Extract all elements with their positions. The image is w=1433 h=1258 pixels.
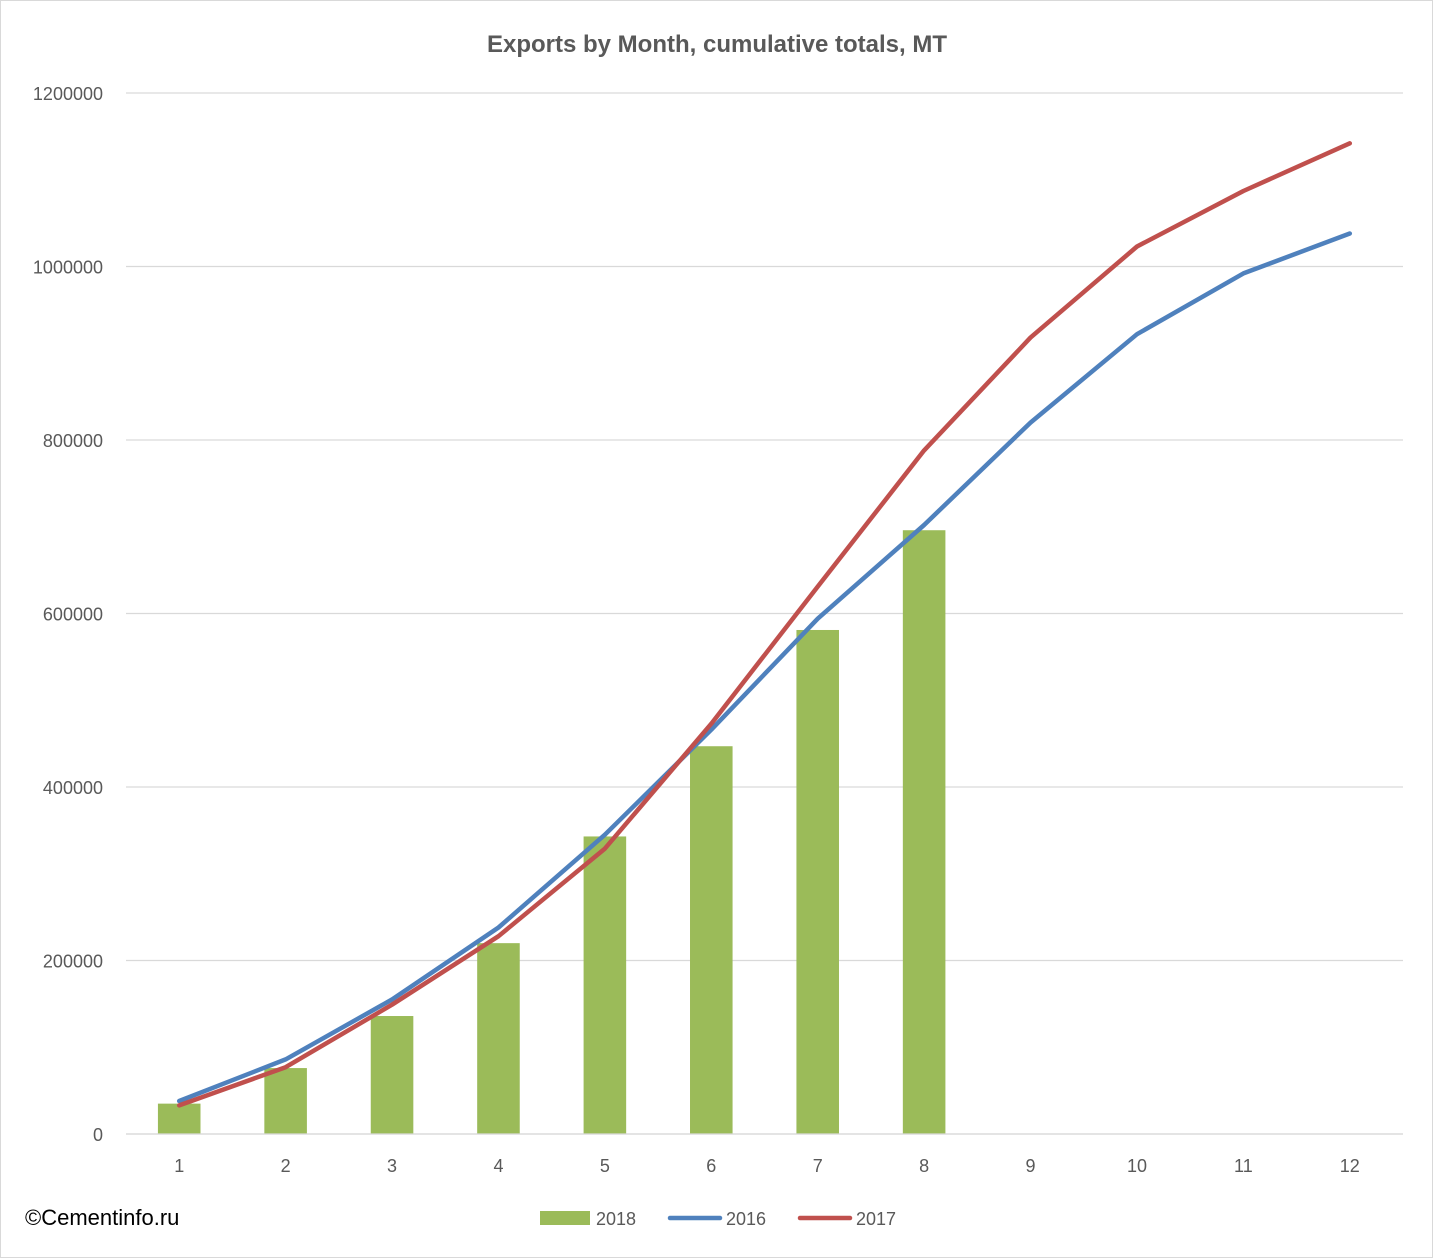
bar-2018-1: [157, 1103, 201, 1134]
watermark: ©Cementinfo.ru: [25, 1205, 180, 1230]
x-tick-label: 7: [813, 1156, 823, 1176]
line-series-2016: [176, 231, 1353, 1104]
bar-2018-8: [902, 530, 946, 1134]
bar-2018-2: [264, 1068, 307, 1134]
y-tick-label: 600000: [43, 605, 103, 625]
x-tick-label: 6: [706, 1156, 716, 1176]
x-axis: 1 2 3 4 5 6 7 8 9 10 11 12: [126, 1133, 1403, 1176]
x-tick-label: 10: [1127, 1156, 1147, 1176]
legend-label-2018: 2018: [596, 1209, 636, 1229]
y-tick-label: 1000000: [33, 258, 103, 278]
legend-swatch-2018: [540, 1211, 590, 1225]
y-tick-label: 400000: [43, 778, 103, 798]
y-tick-label: 800000: [43, 431, 103, 451]
line-series-2017: [176, 141, 1353, 1108]
y-tick-label: 0: [93, 1125, 103, 1145]
bar-2018-5: [583, 836, 627, 1134]
chart-title: Exports by Month, cumulative totals, MT: [487, 31, 947, 58]
x-tick-label: 8: [919, 1156, 929, 1176]
y-axis-ticks: 0 200000 400000 600000 800000 1000000 1200000: [33, 84, 103, 1145]
bar-series: [157, 530, 946, 1134]
bar-2018-6: [690, 746, 733, 1134]
x-tick-label: 3: [387, 1156, 397, 1176]
x-tick-label: 4: [493, 1156, 503, 1176]
legend-label-2017: 2017: [856, 1209, 896, 1229]
x-tick-label: 5: [600, 1156, 610, 1176]
legend: 2018 2016 2017: [540, 1209, 896, 1229]
x-tick-label: 9: [1026, 1156, 1036, 1176]
x-tick-label: 2: [281, 1156, 291, 1176]
x-tick-label: 1: [174, 1156, 184, 1176]
line-series: [176, 141, 1353, 1108]
x-tick-label: 11: [1234, 1156, 1253, 1176]
y-tick-label: 200000: [43, 952, 103, 972]
bar-2018-3: [370, 1016, 414, 1134]
gridlines: [126, 92, 1403, 1135]
y-tick-label: 1200000: [33, 84, 103, 104]
x-tick-label: 12: [1340, 1156, 1360, 1176]
bar-2018-7: [796, 629, 839, 1134]
bar-2018-4: [477, 943, 520, 1134]
legend-label-2016: 2016: [726, 1209, 766, 1229]
